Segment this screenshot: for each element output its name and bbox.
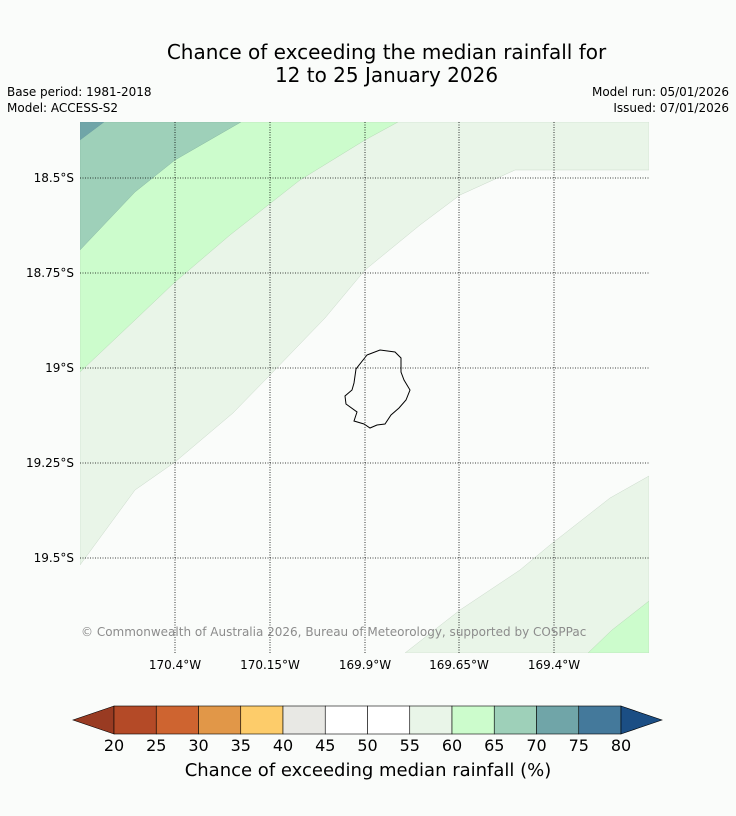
issued-label: Issued: 07/01/2026 — [613, 101, 729, 115]
lat-label-19: 19°S — [45, 361, 74, 375]
colorbar-tick-label: 30 — [188, 736, 208, 755]
colorbar-tick-label: 25 — [146, 736, 166, 755]
colorbar-tick-label: 60 — [442, 736, 462, 755]
lon-label-169.4: 169.4°W — [528, 658, 580, 672]
colorbar-segment — [578, 705, 622, 735]
colorbar-segment — [493, 705, 537, 735]
lon-label-169.9: 169.9°W — [339, 658, 391, 672]
contour-60-65-southeast — [587, 600, 649, 653]
colorbar-tick-label: 40 — [273, 736, 293, 755]
colorbar-segment — [536, 705, 580, 735]
lon-label-170.15: 170.15°W — [240, 658, 300, 672]
colorbar-tick-label: 45 — [315, 736, 335, 755]
colorbar-tick-label: 55 — [400, 736, 420, 755]
lat-label-18.5: 18.5°S — [34, 171, 74, 185]
colorbar-tick-label: 50 — [357, 736, 377, 755]
copyright-notice: © Commonwealth of Australia 2026, Bureau… — [81, 625, 587, 639]
lon-label-169.65: 169.65°W — [429, 658, 489, 672]
colorbar-under-arrow — [72, 705, 115, 735]
base-period-label: Base period: 1981-2018 — [7, 85, 152, 99]
colorbar-tick-label: 70 — [526, 736, 546, 755]
colorbar: 20 25 30 35 40 45 50 55 60 65 70 75 80 — [72, 705, 663, 755]
colorbar-tick-label: 75 — [569, 736, 589, 755]
lon-label-170.4: 170.4°W — [149, 658, 201, 672]
colorbar-segment — [324, 705, 368, 735]
contour-65-70-northwest — [80, 122, 242, 251]
colorbar-title: Chance of exceeding median rainfall (%) — [184, 760, 552, 781]
contour-60-65-northwest — [80, 122, 399, 373]
colorbar-segment — [282, 705, 326, 735]
colorbar-segment — [240, 705, 284, 735]
colorbar-segment — [409, 705, 453, 735]
colorbar-tick-label: 80 — [611, 736, 631, 755]
colorbar-segment — [367, 705, 411, 735]
colorbar-over-arrow — [620, 705, 663, 735]
map-panel — [80, 122, 649, 653]
colorbar-tick-label: 65 — [484, 736, 504, 755]
colorbar-segment — [451, 705, 495, 735]
contour-55-60-southeast — [404, 475, 649, 653]
colorbar-segment — [155, 705, 199, 735]
lat-label-18.75: 18.75°S — [26, 266, 74, 280]
lat-label-19.25: 19.25°S — [26, 456, 74, 470]
map-gridlines — [80, 122, 649, 653]
lat-label-19.5: 19.5°S — [34, 551, 74, 565]
colorbar-tick-label: 20 — [104, 736, 124, 755]
contour-70-75-northwest — [80, 122, 105, 141]
map-title-line-2: 12 to 25 January 2026 — [274, 63, 499, 87]
model-label: Model: ACCESS-S2 — [7, 101, 119, 115]
island-outline — [344, 349, 411, 429]
colorbar-segment — [113, 705, 157, 735]
model-run-label: Model run: 05/01/2026 — [591, 85, 729, 99]
colorbar-segment — [198, 705, 242, 735]
colorbar-tick-label: 35 — [231, 736, 251, 755]
map-title-line-1: Chance of exceeding the median rainfall … — [166, 40, 607, 64]
